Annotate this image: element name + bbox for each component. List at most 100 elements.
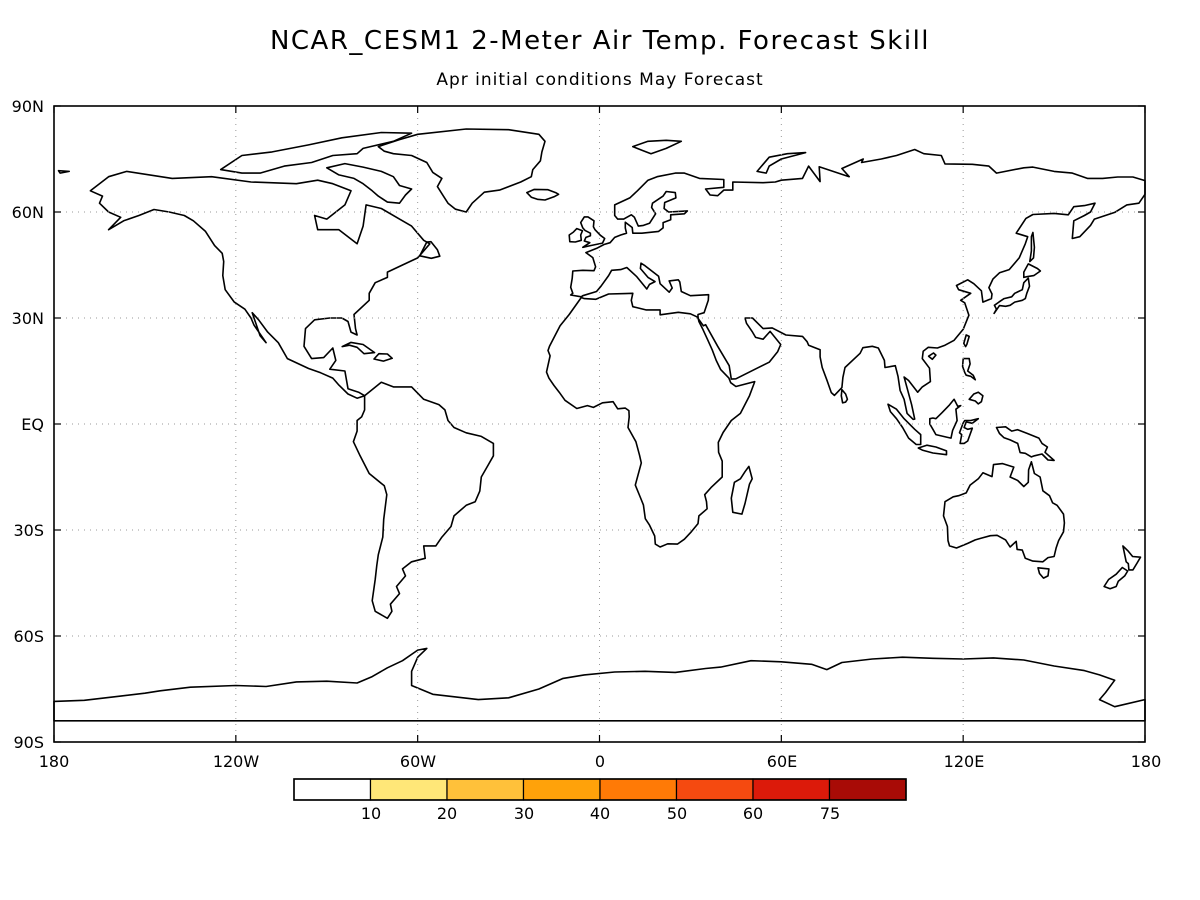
- coastline-arctic-isles: [219, 131, 413, 174]
- skill-region-blob: [345, 564, 429, 624]
- colorbar-frame: [293, 778, 907, 801]
- low-skill-patch: [711, 212, 851, 248]
- colorbar-box: [522, 778, 601, 801]
- skill-region-blob: [921, 482, 1005, 542]
- skill-region-blob: [1079, 542, 1163, 602]
- coastline-sakhalin: [1029, 231, 1036, 263]
- colorbar-label-60: 60: [743, 804, 763, 823]
- skill-region-blob: [345, 200, 429, 260]
- colorbar-box: [828, 778, 907, 801]
- coastline-hokkaido: [1023, 263, 1042, 279]
- skill-region-blob: [194, 189, 278, 249]
- lat-label-90n: 90N: [12, 97, 44, 116]
- coastline-new-guinea: [995, 426, 1055, 462]
- low-skill-patch: [361, 497, 401, 577]
- coastline-svalbard: [632, 139, 683, 155]
- longitude-axis: 180 120W 60W 0 60E 120E 180: [39, 752, 1162, 771]
- skill-region-blob: [624, 405, 708, 465]
- coastline-north-america: [89, 170, 431, 399]
- skill-region-blob: [603, 217, 687, 277]
- skill-region-blob: [794, 323, 878, 383]
- lat-label-90s: 90S: [13, 733, 44, 752]
- skill-region-blob: [869, 241, 936, 289]
- colorbar-box: [369, 778, 448, 801]
- coastline-philippines-mindanao: [968, 391, 984, 405]
- low-skill-patch: [848, 197, 958, 241]
- coastline-newfoundland: [419, 240, 441, 260]
- colorbar-label-20: 20: [437, 804, 457, 823]
- coastline-antarctica: [53, 647, 1146, 722]
- coastline-nz-north: [1122, 545, 1142, 571]
- coastline-java: [917, 444, 948, 456]
- low-skill-patch: [845, 286, 935, 336]
- coastline-philippines-luzon: [961, 357, 977, 381]
- coastline-japan: [993, 277, 1031, 315]
- skill-region-blob: [436, 133, 520, 193]
- lon-label-180e: 180: [1131, 752, 1162, 771]
- coastline-sri-lanka: [840, 388, 849, 404]
- skill-region-blob: [681, 418, 748, 466]
- coastline-iceland: [526, 188, 560, 201]
- low-skill-patch: [388, 468, 448, 508]
- colorbar-label-40: 40: [590, 804, 610, 823]
- skill-region-blob: [702, 322, 769, 370]
- coastline-hispaniola: [373, 352, 393, 362]
- coastline-novaya-zemlya: [756, 151, 807, 174]
- skill-region-blob: [369, 471, 436, 519]
- colorbar-legend: 10 20 30 40 50 60 75: [293, 778, 907, 823]
- coastline-tasmania: [1037, 567, 1050, 579]
- coastline-hainan: [927, 352, 937, 361]
- coastline-eurasia: [569, 148, 1146, 421]
- colorbar-box: [446, 778, 525, 801]
- colorbar-label-75: 75: [820, 804, 840, 823]
- colorbar-box: [293, 778, 372, 801]
- colorbar-box: [599, 778, 678, 801]
- skill-region-blob: [263, 252, 330, 300]
- low-skill-patch: [312, 198, 402, 254]
- coastline-gb: [579, 216, 606, 249]
- coastlines: [53, 128, 1146, 722]
- skill-region-blob: [308, 266, 375, 314]
- lat-label-eq: EQ: [21, 415, 44, 434]
- low-skill-patch: [570, 318, 690, 354]
- lat-label-30n: 30N: [12, 309, 44, 328]
- lon-label-60e: 60E: [767, 752, 797, 771]
- lon-label-60w: 60W: [400, 752, 436, 771]
- coastline-borneo: [929, 398, 962, 439]
- low-skill-patch: [200, 172, 320, 216]
- low-skill-patch: [615, 447, 735, 507]
- coastline-baffin: [326, 162, 413, 204]
- lat-label-30s: 30S: [13, 521, 44, 540]
- lon-label-180w: 180: [39, 752, 70, 771]
- lat-label-60s: 60S: [13, 627, 44, 646]
- skill-region-blob: [602, 329, 669, 377]
- lon-label-120w: 120W: [213, 752, 260, 771]
- lat-label-60n: 60N: [12, 203, 44, 222]
- coastline-africa: [545, 292, 756, 548]
- map-title: NCAR_CESM1 2-Meter Air Temp. Forecast Sk…: [269, 26, 931, 56]
- colorbar-box: [752, 778, 831, 801]
- low-skill-patch: [974, 490, 1044, 534]
- coastline-madagascar: [730, 465, 753, 515]
- colorbar-label-50: 50: [667, 804, 687, 823]
- coastline-kamchatka-isles: [57, 169, 70, 174]
- axis-ticks: [53, 105, 1146, 743]
- coastline-australia: [942, 461, 1066, 563]
- coastline-sumatra: [887, 403, 922, 446]
- colorbar-label-30: 30: [514, 804, 534, 823]
- coastline-nz-south: [1103, 566, 1129, 590]
- skill-region-blob: [723, 283, 790, 331]
- skill-region-blob: [899, 160, 966, 208]
- lon-label-120e: 120E: [944, 752, 985, 771]
- grid-lines: [54, 106, 1145, 742]
- lon-label-0: 0: [595, 752, 605, 771]
- colorbar-label-10: 10: [361, 804, 381, 823]
- coastline-sulawesi: [958, 417, 980, 445]
- skill-region-blob: [754, 235, 838, 295]
- coastline-greenland: [377, 128, 546, 213]
- skill-region-blob: [996, 418, 1063, 466]
- colorbar-box: [675, 778, 754, 801]
- coastline-ireland: [568, 227, 584, 243]
- coastline-taiwan: [963, 334, 970, 348]
